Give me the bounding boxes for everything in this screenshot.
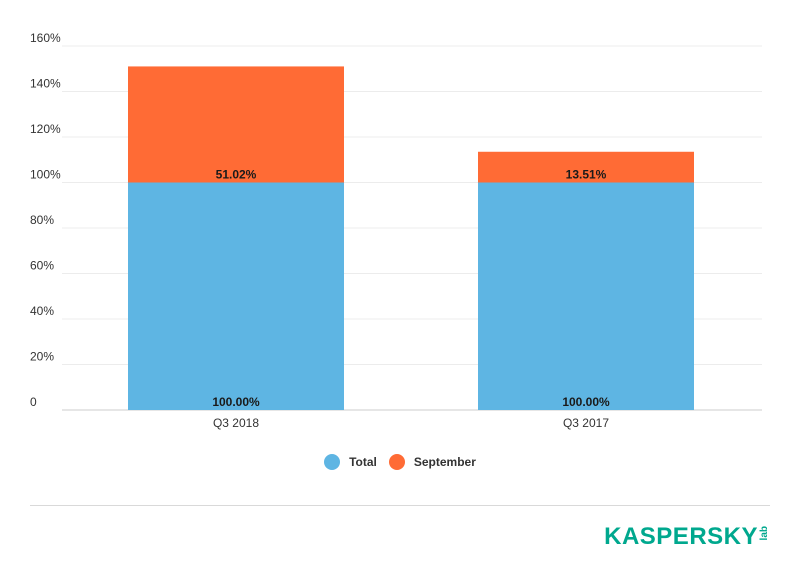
- x-tick-label: Q3 2017: [563, 416, 609, 430]
- stacked-bar-chart: 0 20% 40% 60% 80% 100% 120% 140% 160% 100.00% 51.…: [30, 31, 762, 430]
- y-tick-label: 80%: [30, 213, 54, 227]
- bar-september-q3-2017[interactable]: [478, 151, 694, 183]
- bar-total-q3-2018[interactable]: [128, 182, 344, 411]
- brand-wordmark: KASPERSKY: [604, 523, 758, 550]
- legend: Total September: [0, 454, 800, 470]
- y-tick-label: 100%: [30, 168, 61, 182]
- brand-sub-label: lab: [759, 526, 770, 541]
- y-tick-label: 160%: [30, 31, 61, 45]
- kaspersky-logo: KASPERSKY lab: [604, 522, 770, 552]
- y-tick-label: 40%: [30, 304, 54, 318]
- bar-total-q3-2017[interactable]: [478, 182, 694, 411]
- x-tick-label: Q3 2018: [213, 416, 259, 430]
- y-tick-label: 120%: [30, 122, 61, 136]
- legend-label-total: Total: [349, 455, 377, 469]
- legend-item-september[interactable]: September: [388, 454, 476, 470]
- y-tick-label: 0: [30, 395, 37, 409]
- footer-divider: [30, 505, 770, 506]
- y-axis-ticks: 0 20% 40% 60% 80% 100% 120% 140% 160%: [30, 31, 61, 409]
- legend-swatch-total: [324, 454, 341, 470]
- data-label-total: 100.00%: [212, 395, 260, 409]
- x-axis-ticks: Q3 2018 Q3 2017: [213, 416, 609, 430]
- data-label-total: 100.00%: [562, 395, 610, 409]
- data-labels: 100.00% 51.02% 100.00% 13.51%: [212, 168, 610, 410]
- y-tick-label: 60%: [30, 259, 54, 273]
- y-tick-label: 20%: [30, 350, 54, 364]
- y-tick-label: 140%: [30, 77, 61, 91]
- legend-swatch-september: [388, 454, 405, 470]
- legend-item-total[interactable]: Total: [324, 454, 377, 470]
- bar-september-q3-2018[interactable]: [128, 66, 344, 183]
- bars: [128, 66, 694, 410]
- data-label-september: 13.51%: [566, 168, 607, 182]
- legend-label-september: September: [413, 455, 476, 469]
- data-label-september: 51.02%: [216, 168, 257, 182]
